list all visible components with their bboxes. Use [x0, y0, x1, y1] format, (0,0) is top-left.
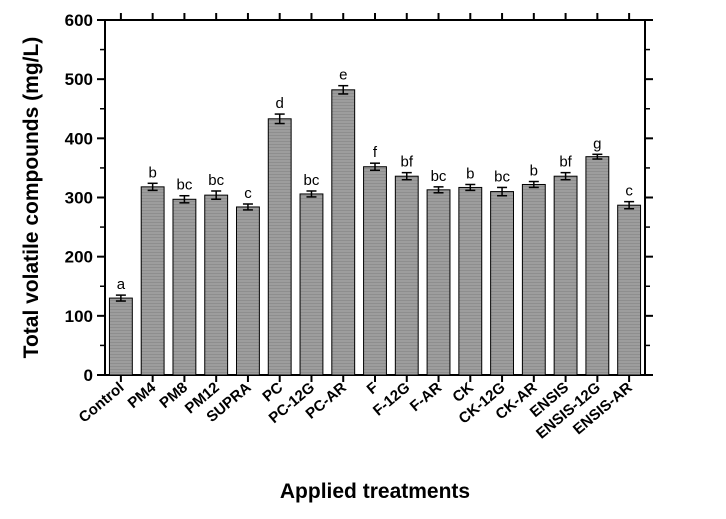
x-tick-label: F-AR [407, 379, 445, 415]
bar [554, 176, 577, 375]
x-axis-title: Applied treatments [280, 480, 470, 503]
significance-label: c [625, 183, 633, 200]
bar [522, 184, 545, 375]
bar [205, 195, 228, 375]
significance-label: bc [304, 172, 320, 189]
significance-label: b [530, 163, 538, 180]
significance-label: bc [431, 168, 447, 185]
chart-container: 0 100 200 300 400 500 600 Total volatile compou… [0, 0, 726, 519]
significance-label: bf [401, 154, 414, 171]
x-tick-label: Control [76, 379, 128, 426]
svg-text:100: 100 [65, 307, 93, 326]
bar [395, 176, 418, 375]
svg-text:600: 600 [65, 11, 93, 30]
x-tick-label: F [364, 379, 382, 398]
significance-label: e [339, 67, 347, 84]
x-tick-label: PM4 [125, 379, 160, 412]
svg-text:200: 200 [65, 248, 93, 267]
significance-label: f [373, 144, 378, 161]
bar [586, 157, 609, 375]
bar [109, 298, 132, 375]
bar-chart: 0 100 200 300 400 500 600 Total volatile compou… [0, 0, 726, 519]
bar [618, 205, 641, 375]
svg-text:500: 500 [65, 70, 93, 89]
svg-text:0: 0 [84, 366, 93, 385]
bar [491, 192, 514, 375]
significance-label: a [117, 276, 126, 293]
bar [300, 194, 323, 375]
x-tick-label: F-12G [370, 379, 413, 419]
bar [427, 190, 450, 375]
svg-text:Total volatile compounds (mg/L: Total volatile compounds (mg/L) [20, 37, 43, 359]
significance-label: bc [494, 168, 510, 185]
bar [141, 187, 164, 375]
bar [332, 90, 355, 375]
bar [268, 119, 291, 375]
bar [237, 207, 260, 375]
bar [459, 187, 482, 375]
significance-label: bf [559, 154, 572, 171]
significance-label: bc [176, 177, 192, 194]
svg-text:400: 400 [65, 129, 93, 148]
significance-label: bc [208, 172, 224, 189]
significance-label: c [244, 185, 252, 202]
significance-label: b [466, 165, 474, 182]
bar [173, 199, 196, 375]
svg-text:300: 300 [65, 189, 93, 208]
significance-label: g [593, 135, 601, 152]
significance-label: b [148, 164, 156, 181]
bar [364, 167, 387, 375]
significance-label: d [276, 95, 284, 112]
